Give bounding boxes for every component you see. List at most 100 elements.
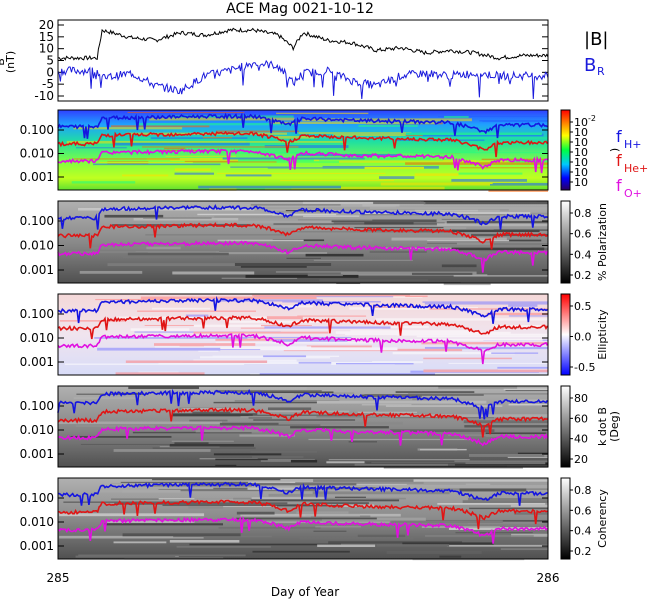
texture-stripe [507,456,548,458]
texture-stripe [99,161,193,164]
texture-stripe [202,136,233,139]
texture-stripe [78,207,255,211]
texture-stripe [437,503,546,505]
series-line-f-o [57,240,549,273]
texture-stripe [424,346,548,350]
texture-stripe [58,421,222,425]
texture-stripe [376,544,450,547]
texture-stripe [200,356,331,359]
texture-stripe [218,526,321,529]
series-line-f-he [57,315,549,340]
texture-stripe [479,120,548,122]
texture-stripe [113,449,211,452]
panel-frame [57,477,549,560]
texture-stripe [505,389,548,392]
texture-stripe [125,360,268,363]
colorbar-polarization [560,200,571,284]
texture-stripe [216,390,322,393]
colorbar-label: k dot B [596,407,609,446]
texture-stripe [140,296,317,300]
texture-stripe [150,137,248,139]
series-line-f-h [57,481,548,506]
texture-stripe [296,231,417,233]
texture-stripe [488,189,548,192]
colorbar-tick-label: 10 [574,176,588,189]
texture-stripe [115,372,205,376]
texture-stripe [127,111,245,114]
texture-stripe [416,335,548,338]
texture-stripe [215,464,237,466]
texture-stripe [364,166,424,170]
texture-stripe [328,459,470,461]
colorbar-tick-label: 0.6 [574,228,592,241]
texture-stripe [198,349,219,352]
texture-stripe [440,331,511,335]
texture-stripe [73,397,142,400]
texture-stripe [306,345,372,348]
texture-stripe [154,343,256,346]
texture-stripe [272,215,360,217]
colorbar-tick-label: -0.5 [574,361,595,374]
texture-stripe [165,155,236,157]
texture-stripe [448,362,548,364]
texture-stripe [274,161,353,163]
texture-stripe [391,520,503,523]
texture-stripe [172,413,258,417]
texture-stripe [59,535,204,539]
texture-stripe [75,424,155,428]
texture-stripe [451,178,527,182]
texture-stripe [172,271,255,275]
texture-stripe [219,422,321,426]
colorbar-tick-label: 10 [574,166,588,179]
series-line-f-h [57,295,548,324]
colorbar-tick-exponent: -2 [588,114,596,123]
texture-stripe [260,458,315,462]
series-line-f-o [57,332,549,365]
texture-stripe [124,556,224,560]
texture-stripe [415,481,548,484]
texture-stripe [464,425,548,428]
y-tick-label: 0 [46,65,54,79]
texture-stripe [197,213,337,216]
texture-stripe [217,220,334,224]
y-axis-label-top: B [0,58,7,66]
texture-stripe [336,363,414,365]
texture-stripe [459,488,527,492]
texture-stripe [297,219,373,221]
texture-stripe [280,179,395,182]
texture-stripe [328,541,463,544]
texture-stripe [441,264,477,268]
texture-stripe [260,347,398,351]
texture-stripe [508,403,548,406]
texture-stripe [122,174,169,177]
panel-frame [57,200,549,284]
texture-stripe [497,366,548,369]
texture-stripe [149,117,295,121]
texture-stripe [462,500,548,503]
y-tick-label: -10 [34,89,54,103]
colorbar-tick-label: 0.2 [574,545,592,558]
texture-stripe [468,498,548,501]
legend-f-o-sub: O+ [624,187,642,200]
texture-stripe [138,123,298,126]
texture-stripe [94,337,248,339]
texture-stripe [146,157,255,161]
texture-stripe [224,141,344,143]
texture-stripe [357,534,406,538]
texture-stripe [423,201,548,205]
colorbar-tick-label: 80 [574,392,588,405]
texture-stripe [313,479,414,482]
texture-stripe [73,127,183,130]
texture-stripe [127,252,229,256]
texture-stripe [79,270,143,274]
texture-stripe [375,318,548,321]
texture-stripe [71,181,136,184]
texture-stripe [290,459,318,463]
x-tick-start: 285 [47,571,70,585]
texture-stripe [193,331,329,334]
texture-stripe [290,426,389,429]
texture-stripe [253,419,356,421]
texture-stripe [245,274,359,278]
